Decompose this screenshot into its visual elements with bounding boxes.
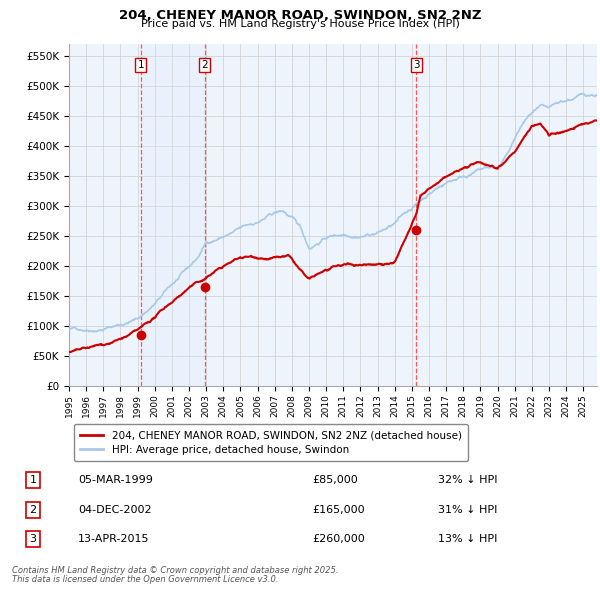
- Text: 13% ↓ HPI: 13% ↓ HPI: [438, 535, 497, 544]
- Text: 3: 3: [29, 535, 37, 544]
- Text: £85,000: £85,000: [312, 476, 358, 485]
- Text: 32% ↓ HPI: 32% ↓ HPI: [438, 476, 497, 485]
- Text: 13-APR-2015: 13-APR-2015: [78, 535, 149, 544]
- Text: 31% ↓ HPI: 31% ↓ HPI: [438, 505, 497, 514]
- Text: 05-MAR-1999: 05-MAR-1999: [78, 476, 153, 485]
- Text: This data is licensed under the Open Government Licence v3.0.: This data is licensed under the Open Gov…: [12, 575, 278, 584]
- Bar: [140, 44, 205, 386]
- Text: 2: 2: [202, 60, 208, 70]
- Text: 1: 1: [29, 476, 37, 485]
- Text: 204, CHENEY MANOR ROAD, SWINDON, SN2 2NZ: 204, CHENEY MANOR ROAD, SWINDON, SN2 2NZ: [119, 9, 481, 22]
- Legend: 204, CHENEY MANOR ROAD, SWINDON, SN2 2NZ (detached house), HPI: Average price, d: 204, CHENEY MANOR ROAD, SWINDON, SN2 2NZ…: [74, 424, 468, 461]
- Text: 04-DEC-2002: 04-DEC-2002: [78, 505, 152, 514]
- Text: Contains HM Land Registry data © Crown copyright and database right 2025.: Contains HM Land Registry data © Crown c…: [12, 566, 338, 575]
- Text: 1: 1: [137, 60, 144, 70]
- Text: 3: 3: [413, 60, 420, 70]
- Text: £165,000: £165,000: [312, 505, 365, 514]
- Text: £260,000: £260,000: [312, 535, 365, 544]
- Text: 2: 2: [29, 505, 37, 514]
- Text: Price paid vs. HM Land Registry's House Price Index (HPI): Price paid vs. HM Land Registry's House …: [140, 19, 460, 30]
